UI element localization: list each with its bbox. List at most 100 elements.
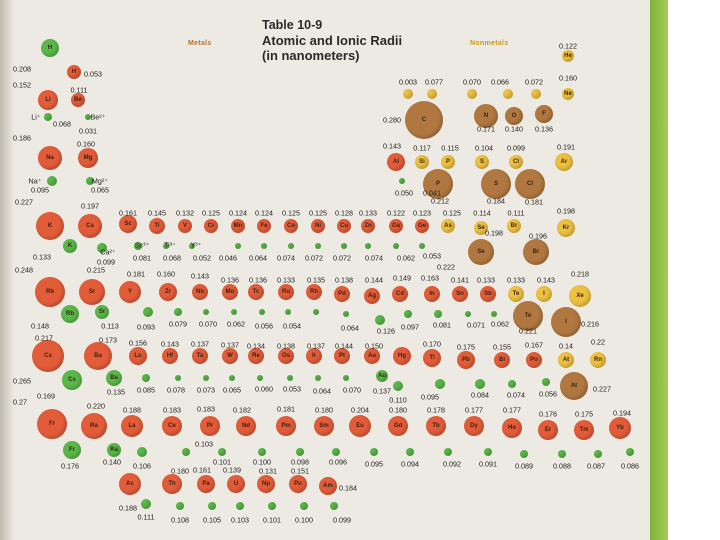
radius-value: 0.094	[401, 459, 419, 469]
radius-value: 0.084	[471, 390, 489, 400]
radius-value: 0.221	[519, 326, 537, 336]
element-circle-s: S	[475, 155, 489, 169]
element-circle-la	[137, 447, 147, 457]
radius-value: 0.14	[559, 341, 573, 351]
element-circle-ca: Ca	[78, 214, 102, 238]
element-circle-ac	[141, 499, 151, 509]
element-circle-mn	[235, 243, 241, 249]
radius-value: 0.068	[53, 119, 71, 129]
element-circle-tb	[444, 448, 452, 456]
radius-value: 0.053	[283, 384, 301, 394]
radius-value: Y³⁺	[190, 240, 202, 250]
radius-value: 0.103	[231, 515, 249, 525]
radius-value: 0.134	[247, 341, 265, 351]
radius-value: 0.072	[525, 77, 543, 87]
radius-value: 0.137	[373, 386, 391, 396]
radius-value: 0.053	[84, 69, 102, 79]
element-circle-mo: Mo	[222, 284, 238, 300]
radius-value: 0.27	[13, 397, 27, 407]
table-number: Table 10-9	[262, 18, 323, 32]
radius-value: 0.103	[195, 439, 213, 449]
element-circle-si: Si	[415, 155, 429, 169]
radius-value: 0.086	[621, 461, 639, 471]
element-circle-pr	[218, 448, 226, 456]
element-circle-ag	[375, 315, 385, 325]
radius-value: 0.138	[277, 341, 295, 351]
radius-value: 0.180	[389, 405, 407, 415]
radius-value: 0.099	[333, 515, 351, 525]
element-circle-nb	[203, 309, 209, 315]
element-circle-ca	[97, 243, 107, 253]
radius-value: 0.183	[197, 404, 215, 414]
radius-value: 0.186	[13, 133, 31, 143]
element-circle-w	[229, 375, 235, 381]
element-circle-cd: Cd	[392, 286, 408, 302]
element-circle-h: H	[67, 65, 81, 79]
element-circle-br: Br	[523, 239, 549, 265]
radius-value: 0.056	[539, 389, 557, 399]
metals-label: Metals	[188, 40, 212, 47]
element-circle-ir: Ir	[306, 348, 322, 364]
element-circle-rh: Rh	[306, 284, 322, 300]
element-circle-po	[542, 378, 550, 386]
element-circle-rb: Rb	[35, 277, 65, 307]
radius-value: 0.071	[467, 320, 485, 330]
radius-value: 0.227	[15, 197, 33, 207]
radius-value: 0.125	[443, 208, 461, 218]
radius-value: 0.062	[227, 319, 245, 329]
element-circle-sb	[491, 311, 497, 317]
element-circle-os: Os	[278, 348, 294, 364]
element-circle-ho: Ho	[502, 418, 522, 438]
radius-value: 0.054	[283, 321, 301, 331]
radius-value: 0.150	[365, 341, 383, 351]
element-circle-c	[427, 89, 437, 99]
element-circle-er: Er	[538, 420, 558, 440]
element-circle-in: In	[424, 286, 440, 302]
element-circle-sb: Sb	[480, 286, 496, 302]
radius-value: 0.181	[127, 269, 145, 279]
radius-value: 0.070	[463, 77, 481, 87]
radius-value: 0.220	[87, 401, 105, 411]
page-edge-shadow	[0, 0, 14, 540]
element-circle-te: Te	[513, 301, 543, 331]
element-circle-cu	[341, 243, 347, 249]
radius-value: 0.064	[341, 323, 359, 333]
element-circle-tm: Tm	[574, 420, 594, 440]
radius-value: 0.072	[333, 253, 351, 263]
element-circle-zr: Zr	[159, 283, 177, 301]
element-circle-rb: Rb	[61, 305, 79, 323]
radius-value: 0.131	[259, 466, 277, 476]
element-circle-fr: Fr	[63, 441, 81, 459]
element-circle-o: O	[505, 107, 523, 125]
element-circle-in	[434, 310, 442, 318]
radius-value: 0.122	[387, 208, 405, 218]
radius-value: 0.222	[437, 262, 455, 272]
radius-value: 0.188	[119, 503, 137, 513]
element-circle-w: W	[222, 348, 238, 364]
radius-value: 0.100	[253, 457, 271, 467]
element-circle-f	[531, 89, 541, 99]
element-circle-er	[558, 450, 566, 458]
radius-value: 0.135	[307, 275, 325, 285]
element-circle-ce	[182, 448, 190, 456]
radius-value: 0.132	[176, 208, 194, 218]
radius-value: 0.204	[351, 405, 369, 415]
radius-value: 0.139	[223, 465, 241, 475]
radius-value: 0.149	[393, 273, 411, 283]
element-circle-sr: Sr	[95, 305, 109, 319]
element-circle-ge: Ge	[415, 219, 429, 233]
element-circle-nd	[258, 448, 266, 456]
element-circle-nd: Nd	[236, 416, 256, 436]
element-circle-lu: Lu	[129, 347, 147, 365]
element-circle-ag: Ag	[364, 288, 380, 304]
element-circle-ir	[315, 375, 321, 381]
element-circle-h: H	[41, 39, 59, 57]
radius-value: 0.137	[191, 339, 209, 349]
element-circle-i: I	[536, 286, 552, 302]
radius-value: Sc³⁺	[134, 240, 150, 250]
element-circle-ru	[285, 309, 291, 315]
radius-value: Be²⁺	[90, 112, 106, 122]
radius-value: 0.111	[507, 208, 525, 218]
radius-value: 0.194	[613, 408, 631, 418]
radius-value: 0.096	[329, 457, 347, 467]
